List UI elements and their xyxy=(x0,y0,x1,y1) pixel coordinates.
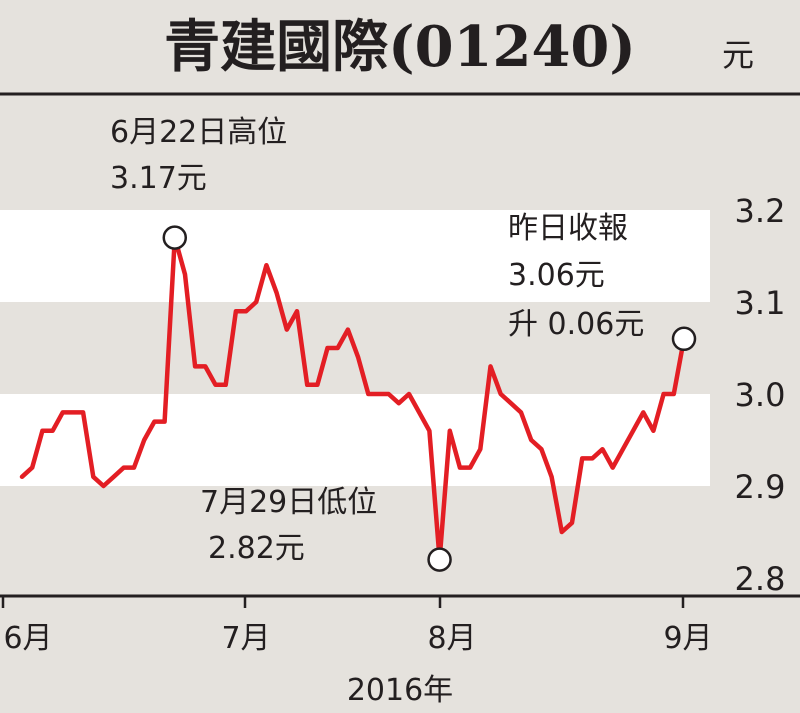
x-tick-label: 9月 xyxy=(663,621,712,656)
close-marker xyxy=(671,326,697,352)
x-tick-label: 7月 xyxy=(221,621,270,656)
x-axis-ticks: 6月 7月 8月 9月 xyxy=(1,596,713,656)
close-annotation-value: 3.06元 xyxy=(508,258,605,293)
high-annotation-label: 6月22日高位 xyxy=(110,115,287,150)
price-series-line xyxy=(19,235,687,562)
y-tick-label: 3.0 xyxy=(735,376,786,414)
low-annotation-value: 2.82元 xyxy=(208,531,305,566)
y-axis-ticks: 3.2 3.1 3.0 2.9 2.8 xyxy=(735,192,786,598)
unit-label: 元 xyxy=(722,36,754,74)
close-annotation-change: 升 0.06元 xyxy=(508,307,644,342)
x-tick-label: 6月 xyxy=(3,621,52,656)
y-tick-label: 2.9 xyxy=(735,468,786,506)
low-marker xyxy=(427,547,452,572)
y-tick-label: 2.8 xyxy=(735,560,786,598)
low-annotation-label: 7月29日低位 xyxy=(200,485,377,520)
x-tick-label: 8月 xyxy=(427,621,476,656)
high-marker xyxy=(162,225,188,250)
grid-bands xyxy=(0,210,710,486)
y-tick-label: 3.2 xyxy=(735,192,786,230)
x-axis-label: 2016年 xyxy=(347,673,453,708)
grid-band-white xyxy=(0,210,710,302)
close-annotation-label: 昨日收報 xyxy=(508,211,628,246)
high-annotation-value: 3.17元 xyxy=(110,161,207,196)
grid-band-white xyxy=(0,394,710,486)
chart-title: 青建國際(01240) xyxy=(164,14,636,80)
y-tick-label: 3.1 xyxy=(735,284,786,322)
